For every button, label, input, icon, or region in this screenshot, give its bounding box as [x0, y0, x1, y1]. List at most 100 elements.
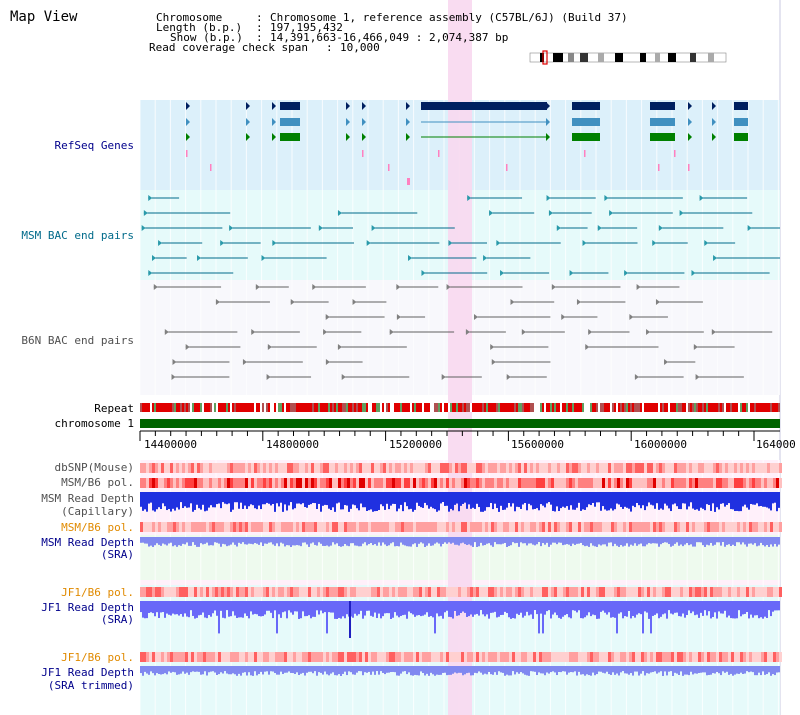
track-label-jf1-read-depth-trim[interactable]: JF1 Read Depth [41, 666, 134, 679]
read-depth-bar [582, 601, 584, 619]
read-depth-bar [170, 601, 172, 616]
read-depth-bar [322, 537, 324, 546]
read-depth-bar [534, 601, 536, 611]
track-label-msm-read-depth-sra[interactable]: MSM Read Depth [41, 536, 134, 549]
read-depth-bar [176, 666, 178, 675]
read-depth-bar [572, 537, 574, 544]
heat-cell [560, 587, 563, 597]
heat-cell [560, 463, 563, 473]
read-depth-bar [514, 492, 516, 512]
heat-cell [281, 587, 284, 597]
heat-cell [272, 478, 275, 488]
read-depth-bar [156, 537, 158, 544]
heat-cell [236, 463, 239, 473]
track-label-msm-bac[interactable]: MSM BAC end pairs [21, 229, 134, 242]
read-depth-bar [516, 537, 518, 543]
read-depth-bar [452, 492, 454, 511]
read-depth-bar [204, 601, 206, 618]
track-label-b6n-bac[interactable]: B6N BAC end pairs [21, 334, 134, 347]
read-depth-bar [202, 601, 204, 613]
heat-cell [257, 522, 260, 532]
read-depth-bar [484, 537, 486, 546]
heat-cell [665, 478, 668, 488]
heat-cell [446, 463, 449, 473]
repeat-segment [356, 403, 358, 412]
repeat-segment [520, 403, 522, 412]
read-depth-bar [332, 666, 334, 673]
heat-cell [344, 652, 347, 662]
heat-cell [308, 522, 311, 532]
read-depth-bar [164, 492, 166, 507]
heat-cell [326, 522, 329, 532]
heat-cell [578, 463, 581, 473]
read-depth-bar [748, 666, 750, 673]
read-depth-bar [478, 601, 480, 616]
read-depth-bar [262, 492, 264, 505]
repeat-segment [400, 403, 402, 412]
heat-cell [230, 463, 233, 473]
read-depth-bar [168, 666, 170, 672]
read-depth-bar [436, 492, 438, 512]
read-depth-bar [474, 492, 476, 509]
heat-cell [617, 652, 620, 662]
track-label-msm-b6-pol-2[interactable]: MSM/B6 pol. [61, 521, 134, 534]
repeat-segment [766, 403, 768, 412]
heat-cell [416, 522, 419, 532]
repeat-segment [330, 403, 332, 412]
heat-cell [755, 587, 758, 597]
read-depth-bar [648, 601, 650, 619]
heat-cell [578, 522, 581, 532]
read-depth-bar [188, 666, 190, 675]
repeat-segment [580, 403, 582, 412]
read-depth-bar [452, 601, 454, 619]
repeat-segment [312, 403, 314, 412]
heat-cell [572, 463, 575, 473]
repeat-segment [528, 403, 530, 412]
read-depth-bar [512, 666, 514, 672]
heat-cell [545, 587, 548, 597]
read-depth-bar [210, 666, 212, 672]
track-label-msm-b6-pol[interactable]: MSM/B6 pol. [61, 476, 134, 489]
repeat-segment [758, 403, 760, 412]
track-label-jf1-read-depth-sra[interactable]: JF1 Read Depth [41, 601, 134, 614]
heat-cell [203, 522, 206, 532]
read-depth-bar [546, 601, 548, 612]
track-label-jf1-b6-pol[interactable]: JF1/B6 pol. [61, 586, 134, 599]
ideogram-band [580, 53, 588, 62]
heat-cell [635, 463, 638, 473]
read-depth-bar [322, 601, 324, 614]
read-depth-bar [156, 492, 158, 510]
track-label-chromosome[interactable]: chromosome 1 [54, 417, 134, 430]
read-depth-bar [170, 537, 172, 543]
heat-cell [221, 652, 224, 662]
track-label-jf1-b6-pol-2[interactable]: JF1/B6 pol. [61, 651, 134, 664]
read-depth-bar [358, 537, 360, 547]
read-depth-bar [650, 666, 652, 673]
read-depth-bar [714, 492, 716, 512]
read-depth-bar [682, 537, 684, 547]
track-label-repeat[interactable]: Repeat [94, 402, 134, 415]
read-depth-bar [546, 492, 548, 504]
heat-cell [227, 522, 230, 532]
read-depth-bar [404, 537, 406, 546]
gene-strand-marker [406, 118, 410, 126]
heat-cell [353, 587, 356, 597]
track-label-refseq[interactable]: RefSeq Genes [54, 139, 134, 152]
read-depth-bar [176, 492, 178, 508]
read-depth-bar [360, 537, 362, 547]
track-label-msm-read-depth-cap[interactable]: MSM Read Depth [41, 492, 134, 505]
repeat-segment [666, 403, 668, 412]
read-depth-bar [374, 601, 376, 613]
read-depth-bar [296, 666, 298, 673]
heat-cell [197, 478, 200, 488]
heat-cell [296, 652, 299, 662]
heat-cell [584, 587, 587, 597]
read-depth-bar [170, 492, 172, 512]
read-depth-bar [746, 537, 748, 547]
heat-cell [482, 478, 485, 488]
heat-cell [167, 652, 170, 662]
track-label-dbsnp[interactable]: dbSNP(Mouse) [54, 461, 134, 474]
bac-end-marker [652, 240, 657, 246]
heat-cell [578, 478, 581, 488]
